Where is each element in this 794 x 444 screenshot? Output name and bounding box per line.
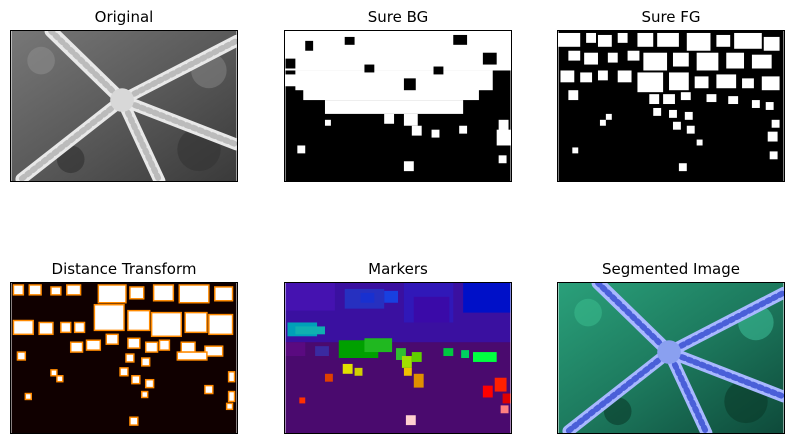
image-frame xyxy=(10,282,238,434)
image-frame xyxy=(284,282,512,434)
distance-transform-image xyxy=(11,283,237,433)
markers-image xyxy=(285,283,511,433)
panel-title: Markers xyxy=(368,260,428,278)
image-frame xyxy=(284,30,512,182)
original-image xyxy=(11,31,237,181)
segmented-image xyxy=(558,283,784,433)
panel-title: Sure FG xyxy=(641,8,701,26)
panel-title: Distance Transform xyxy=(51,260,197,278)
image-frame xyxy=(557,282,785,434)
sure-fg-image xyxy=(558,31,784,181)
image-frame xyxy=(10,30,238,182)
panel-title: Segmented Image xyxy=(602,260,740,278)
image-frame xyxy=(557,30,785,182)
panel-title: Sure BG xyxy=(367,8,429,26)
sure-bg-image xyxy=(285,31,511,181)
panel-title: Original xyxy=(94,8,154,26)
